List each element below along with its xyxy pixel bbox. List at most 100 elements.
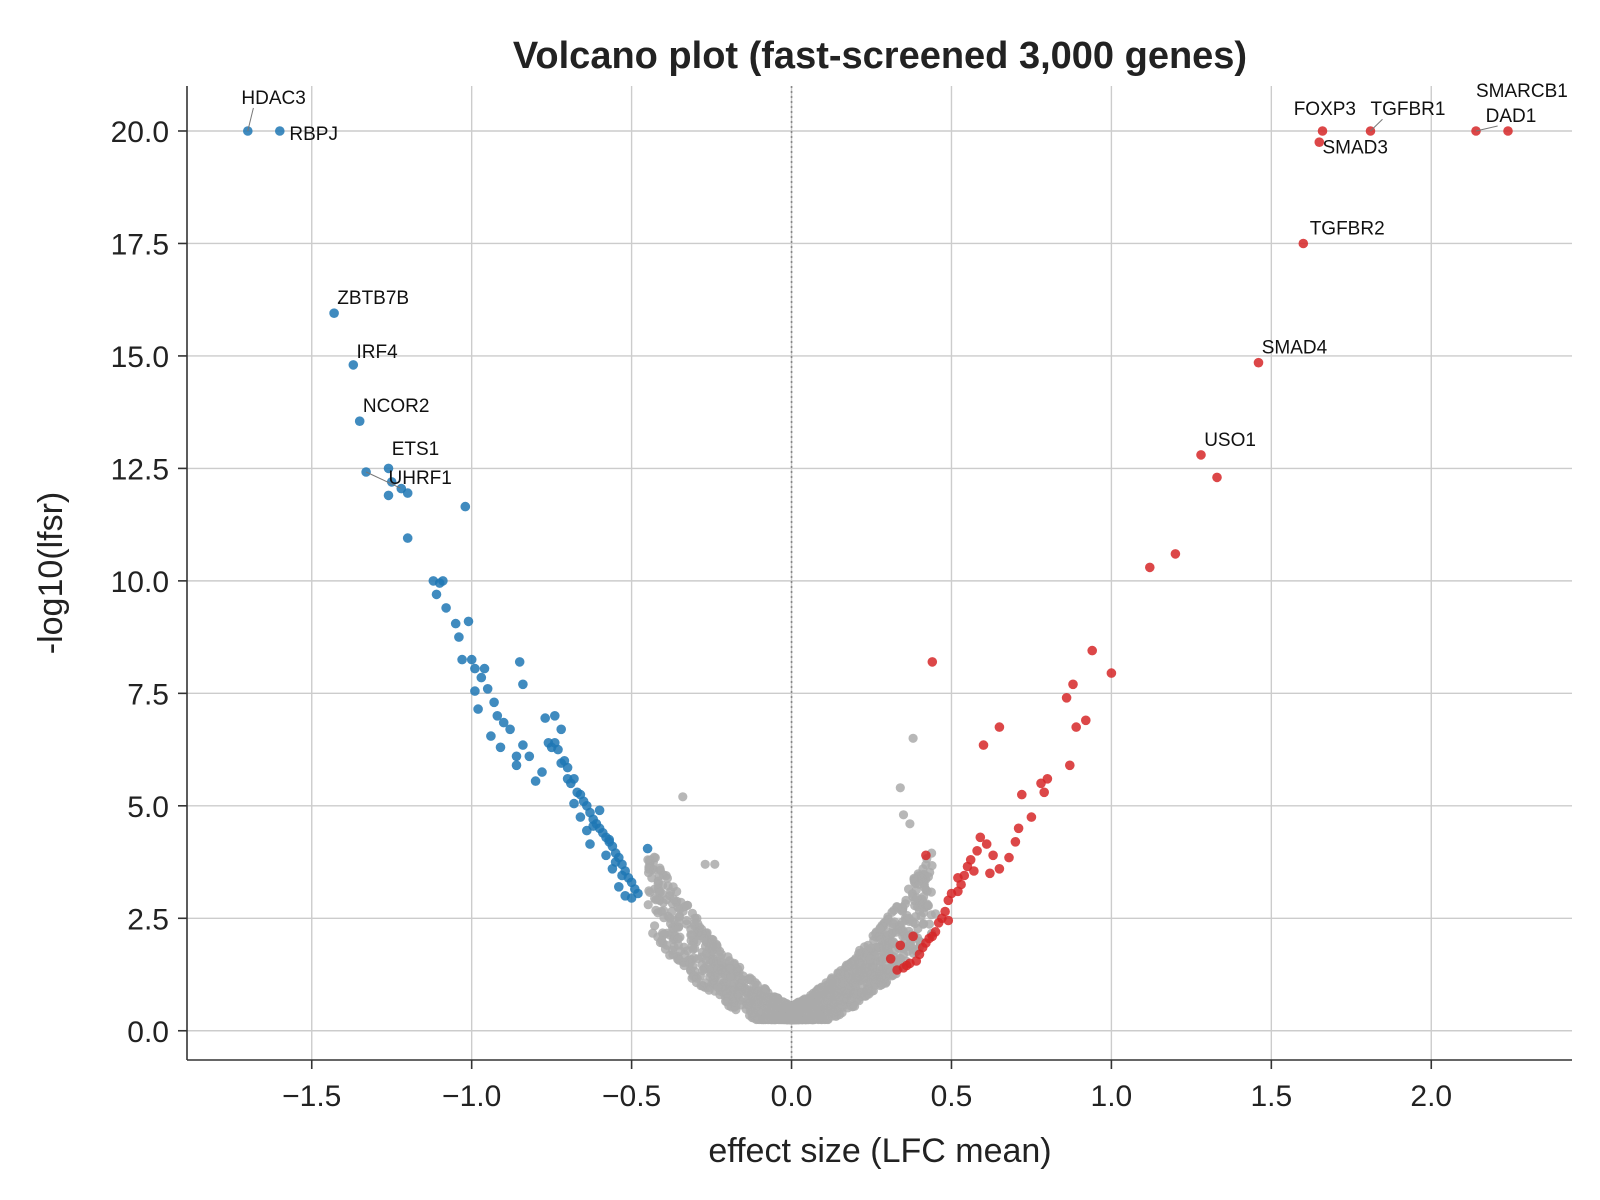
point-ns [917, 873, 927, 883]
point-down [486, 731, 496, 741]
point-down [457, 654, 467, 665]
point-down [354, 416, 365, 427]
point-ns [809, 1006, 819, 1016]
y-tick-label-1: 2.5 [127, 903, 169, 936]
point-ns [875, 924, 885, 934]
point-down [450, 618, 461, 629]
leader-dad1 [1475, 125, 1498, 132]
point-down [386, 477, 397, 487]
point-up [895, 940, 906, 951]
leader-lines-layer [247, 107, 1498, 489]
point-ns [896, 954, 906, 964]
point-up [1106, 668, 1117, 678]
point-ns [734, 967, 744, 977]
point-up [978, 740, 989, 750]
point-down [243, 126, 253, 136]
gene-label-foxp3: FOXP3 [1294, 99, 1356, 120]
point-ns [709, 975, 719, 985]
point-ns [851, 974, 861, 984]
point-up [892, 965, 902, 975]
y-tick-label-0: 0.0 [127, 1016, 169, 1049]
x-axis-label: effect size (LFC mean) [708, 1132, 1051, 1170]
point-ns [713, 982, 723, 992]
point-ns [895, 783, 905, 793]
point-ns [674, 912, 684, 922]
point-ns [850, 1001, 860, 1011]
point-ns [919, 919, 929, 929]
point-ns [895, 920, 905, 931]
gene-label-rbpj: RBPJ [289, 124, 338, 145]
point-up [953, 873, 963, 883]
point-ns [680, 902, 690, 912]
point-ns [661, 871, 671, 881]
point-down [601, 850, 611, 861]
point-ns [851, 981, 861, 991]
point-ns [644, 864, 654, 874]
point-ns [918, 864, 928, 874]
chart-title: Volcano plot (fast-screened 3,000 genes) [513, 35, 1247, 77]
point-down [348, 360, 359, 370]
point-down [594, 805, 605, 816]
point-down [642, 843, 653, 854]
point-ns [725, 964, 735, 974]
point-ns [710, 859, 720, 869]
point-ns [892, 902, 902, 912]
point-down [402, 488, 413, 498]
point-ns [724, 956, 735, 966]
grid-layer [187, 86, 1572, 1060]
x-tick-label-1: −1.0 [442, 1080, 501, 1113]
point-ns [708, 956, 719, 966]
y-tick-label-7: 17.5 [111, 228, 169, 261]
point-up [943, 895, 954, 906]
point-ns [716, 964, 727, 974]
point-up [994, 722, 1005, 732]
point-ns [728, 997, 738, 1007]
x-tick-label-6: 1.5 [1250, 1080, 1292, 1113]
x-tick-label-7: 2.0 [1410, 1080, 1452, 1113]
point-down [383, 463, 394, 474]
point-up [1081, 715, 1091, 726]
point-ns [658, 898, 668, 908]
point-down [470, 663, 480, 674]
point-up [1065, 760, 1075, 771]
point-down [604, 834, 614, 845]
point-up [988, 850, 998, 861]
point-down [441, 603, 451, 613]
y-axis-label: -log10(lfsr) [32, 492, 70, 654]
point-ns [813, 1014, 823, 1024]
point-down [537, 767, 547, 777]
point-up [1503, 126, 1513, 136]
point-ns [678, 792, 688, 802]
point-ns [817, 982, 827, 992]
point-ns [877, 980, 887, 990]
point-down [466, 654, 477, 665]
gene-label-tgfbr2: TGFBR2 [1310, 219, 1385, 240]
point-up [1317, 126, 1328, 136]
point-up [1471, 126, 1481, 136]
point-ns [790, 1006, 801, 1016]
point-ns [711, 939, 722, 950]
point-up [885, 954, 896, 964]
leader-hdac3 [247, 107, 254, 132]
point-ns [679, 957, 689, 968]
point-up [933, 918, 944, 928]
point-ns [880, 930, 890, 940]
y-ticks: 0.0 2.5 5.0 7.5 10.0 12.5 15.0 17.5 20.0 [111, 116, 187, 1049]
point-ns [922, 899, 932, 909]
point-down [482, 684, 493, 694]
point-ns [704, 985, 714, 995]
point-ns [741, 984, 751, 994]
gene-label-smad3: SMAD3 [1323, 138, 1388, 159]
point-down [540, 713, 550, 723]
point-ns [687, 941, 697, 951]
point-ns [701, 948, 712, 958]
point-up [1071, 722, 1081, 732]
point-ns [781, 1014, 792, 1025]
point-ns [838, 978, 848, 988]
point-down [617, 870, 627, 881]
point-up [1298, 238, 1309, 249]
point-ns [908, 733, 918, 743]
significant-points-layer [243, 126, 1513, 975]
x-tick-label-3: 0.0 [771, 1080, 813, 1113]
